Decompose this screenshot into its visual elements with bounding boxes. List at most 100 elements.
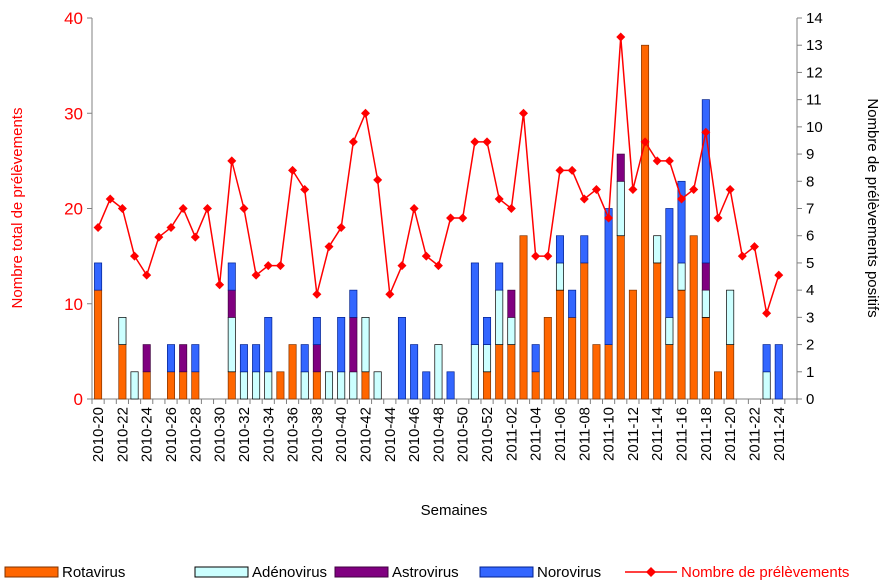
bar bbox=[641, 44, 650, 400]
marker bbox=[616, 32, 626, 42]
bar bbox=[701, 289, 710, 318]
marker bbox=[567, 165, 577, 175]
bar bbox=[397, 317, 406, 400]
bar bbox=[470, 344, 479, 400]
y2-tick-label: 9 bbox=[806, 146, 814, 163]
bar bbox=[312, 344, 321, 373]
bar bbox=[592, 344, 601, 400]
bar bbox=[191, 371, 200, 400]
marker bbox=[725, 184, 735, 194]
y2-tick-label: 0 bbox=[806, 391, 814, 408]
marker bbox=[93, 223, 103, 233]
marker bbox=[288, 165, 298, 175]
marker bbox=[202, 204, 212, 213]
bar bbox=[130, 371, 139, 400]
bar bbox=[179, 371, 188, 400]
marker bbox=[130, 251, 140, 261]
marker bbox=[154, 232, 164, 242]
bar bbox=[713, 371, 722, 400]
bar bbox=[555, 289, 564, 400]
marker bbox=[591, 184, 601, 194]
bar bbox=[349, 317, 358, 373]
bar bbox=[628, 289, 637, 400]
legend-label: Adénovirus bbox=[252, 564, 327, 581]
x-tick-label: 2010-30 bbox=[212, 407, 229, 462]
bar bbox=[495, 262, 504, 291]
marker bbox=[117, 204, 127, 213]
y-tick-label: 10 bbox=[64, 295, 83, 314]
bar bbox=[94, 262, 103, 291]
bar bbox=[580, 262, 589, 400]
marker bbox=[531, 251, 541, 261]
x-tick-label: 2010-22 bbox=[114, 407, 131, 462]
marker bbox=[664, 156, 674, 166]
marker bbox=[677, 194, 687, 204]
bar bbox=[507, 289, 516, 318]
bar bbox=[483, 344, 492, 373]
bar bbox=[616, 180, 625, 237]
marker bbox=[555, 165, 565, 175]
bar bbox=[677, 262, 686, 291]
y2-tick-label: 12 bbox=[806, 64, 823, 81]
bar bbox=[726, 289, 735, 345]
x-tick-label: 2010-34 bbox=[260, 407, 277, 462]
x-tick-label: 2011-18 bbox=[698, 407, 715, 461]
marker bbox=[446, 213, 456, 223]
x-tick-label: 2011-06 bbox=[552, 407, 569, 461]
bar bbox=[531, 344, 540, 373]
bar bbox=[531, 371, 540, 400]
marker bbox=[652, 156, 662, 166]
bar bbox=[701, 99, 710, 264]
bar bbox=[701, 317, 710, 400]
legend-swatch bbox=[194, 566, 249, 578]
x-axis-label: Semaines bbox=[421, 502, 488, 519]
x-tick-label: 2011-12 bbox=[625, 407, 642, 461]
y-tick-label: 40 bbox=[64, 9, 83, 28]
marker bbox=[689, 184, 699, 194]
marker bbox=[506, 204, 516, 213]
y2-tick-label: 11 bbox=[806, 92, 822, 109]
x-tick-label: 2011-22 bbox=[746, 407, 763, 461]
bar bbox=[483, 317, 492, 345]
marker bbox=[701, 127, 711, 137]
x-tick-label: 2010-20 bbox=[90, 407, 107, 462]
x-tick-label: 2011-04 bbox=[528, 407, 545, 461]
bar bbox=[227, 317, 236, 373]
marker bbox=[239, 204, 249, 213]
x-tick-label: 2010-36 bbox=[285, 407, 302, 462]
marker bbox=[263, 261, 273, 271]
bar bbox=[312, 317, 321, 345]
x-tick-label: 2011-10 bbox=[601, 407, 618, 461]
marker bbox=[215, 280, 225, 290]
y2-tick-label: 6 bbox=[806, 228, 814, 245]
bar bbox=[689, 235, 698, 400]
marker bbox=[324, 242, 334, 252]
marker bbox=[604, 213, 614, 223]
marker bbox=[397, 261, 407, 271]
y2-axis-label: Nombre de prélèvements positifs bbox=[864, 98, 881, 317]
bar bbox=[653, 262, 662, 400]
bar bbox=[239, 344, 248, 373]
marker bbox=[762, 308, 772, 318]
bar bbox=[555, 235, 564, 264]
bar bbox=[543, 317, 552, 400]
bar bbox=[227, 262, 236, 291]
bar bbox=[142, 344, 151, 373]
bar bbox=[665, 208, 674, 318]
bar bbox=[616, 153, 625, 182]
y2-tick-label: 2 bbox=[806, 337, 814, 354]
bar bbox=[288, 344, 297, 400]
bar bbox=[422, 371, 431, 400]
bar bbox=[349, 371, 358, 400]
bar bbox=[337, 317, 346, 373]
marker bbox=[166, 223, 176, 233]
x-tick-label: 2011-16 bbox=[674, 407, 691, 461]
x-tick-label: 2010-38 bbox=[309, 407, 326, 462]
x-tick-label: 2011-24 bbox=[771, 407, 788, 461]
y2-tick-label: 13 bbox=[806, 37, 823, 54]
marker bbox=[251, 270, 261, 280]
bar bbox=[227, 371, 236, 400]
x-tick-label: 2010-26 bbox=[163, 407, 180, 462]
marker bbox=[628, 184, 638, 194]
